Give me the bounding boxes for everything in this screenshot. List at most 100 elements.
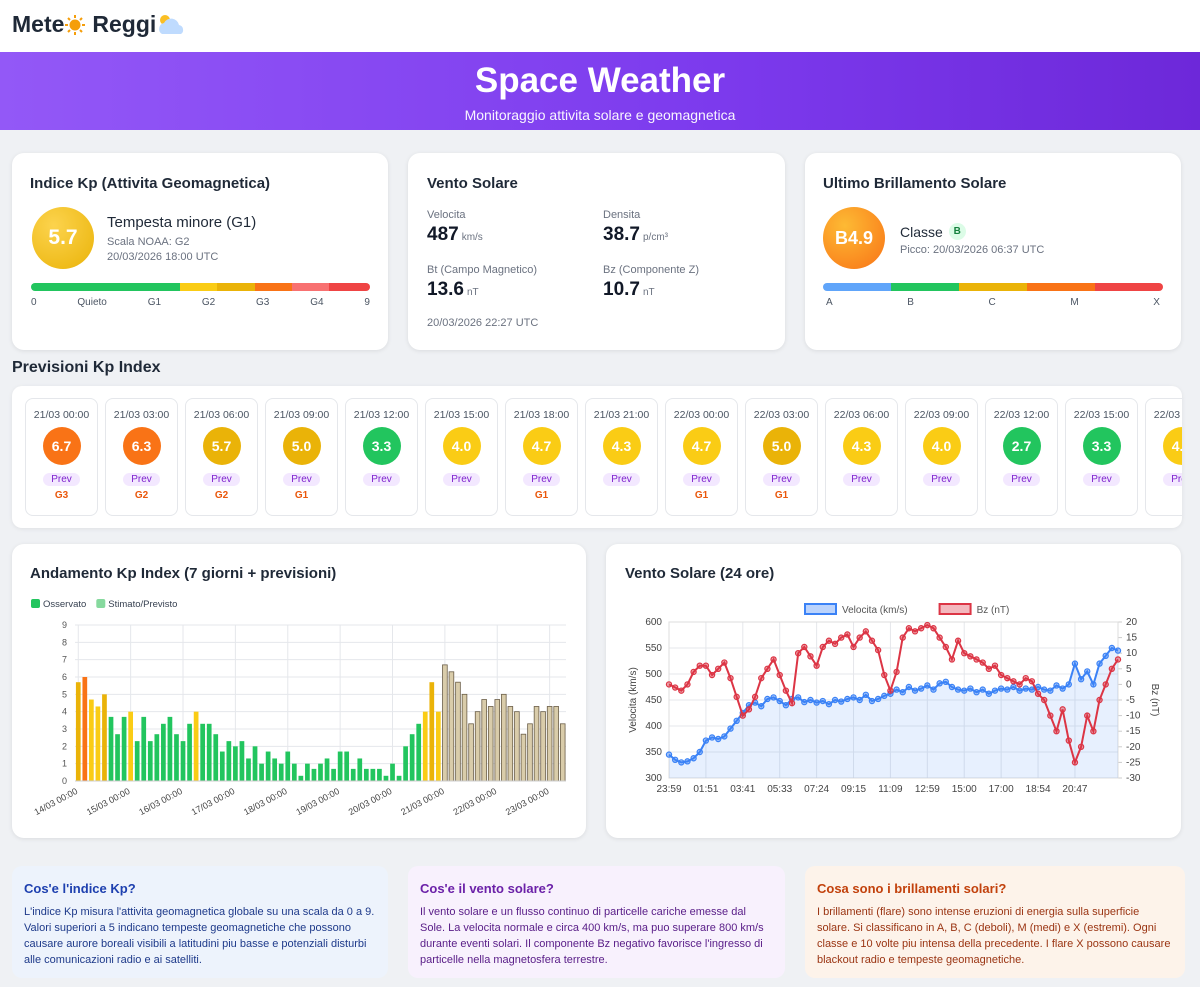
point bbox=[1084, 712, 1091, 719]
scale-label: A bbox=[826, 297, 833, 308]
legend-swatch bbox=[938, 603, 972, 615]
x-tick-label: 20:47 bbox=[1062, 784, 1087, 795]
point bbox=[1102, 652, 1109, 660]
scale-label: 0 bbox=[31, 297, 37, 308]
forecast-tag: Prev bbox=[923, 473, 960, 486]
x-tick-label: 07:24 bbox=[804, 784, 829, 795]
point bbox=[702, 737, 710, 744]
point bbox=[715, 665, 722, 673]
value: 13.6 bbox=[427, 279, 464, 300]
point bbox=[1102, 681, 1109, 688]
forecast-tag: Prev bbox=[603, 473, 640, 486]
point bbox=[671, 756, 679, 763]
point bbox=[1108, 644, 1116, 652]
forecast-time: 22/03 18:00 bbox=[1153, 409, 1182, 421]
forecast-storm: G2 bbox=[214, 490, 229, 501]
forecast-tag: Prev bbox=[203, 473, 240, 486]
forecast-kp: 5.0 bbox=[282, 427, 321, 465]
chart-card: Vento Solare (24 ore) Velocita (km/s) Bz (… bbox=[606, 544, 1181, 838]
y-tick-label: 8 bbox=[62, 637, 67, 647]
point bbox=[1016, 681, 1023, 688]
point bbox=[801, 698, 808, 706]
bar bbox=[167, 716, 173, 781]
point bbox=[973, 688, 980, 696]
flare-card: Ultimo Brillamento Solare B4.9 Classe B … bbox=[805, 153, 1181, 350]
point bbox=[721, 733, 728, 740]
forecast-item: 21/03 18:00 4.7 Prev G1 bbox=[505, 398, 578, 516]
bar bbox=[213, 734, 219, 781]
kp-time: 20/03/2026 18:00 UTC bbox=[107, 251, 219, 263]
forecast-item: 22/03 12:00 2.7 Prev bbox=[985, 398, 1058, 516]
y2-tick-label: 0 bbox=[1126, 679, 1132, 690]
bar bbox=[559, 723, 566, 782]
kp-scale-bar bbox=[31, 283, 370, 291]
point bbox=[1096, 660, 1103, 667]
x-tick-label: 01:51 bbox=[693, 784, 718, 795]
forecast-kp: 5.0 bbox=[762, 427, 801, 465]
point bbox=[758, 674, 765, 682]
point bbox=[1022, 685, 1029, 692]
forecast-item: 21/03 15:00 4.0 Prev bbox=[425, 398, 498, 516]
line bbox=[668, 646, 1119, 764]
bar bbox=[461, 693, 468, 782]
point bbox=[997, 671, 1005, 679]
legend-swatch bbox=[804, 603, 837, 615]
bar bbox=[448, 671, 455, 782]
class-badge: B bbox=[948, 223, 966, 240]
point bbox=[696, 748, 703, 756]
scale-label: G2 bbox=[201, 297, 216, 308]
bar bbox=[487, 706, 494, 782]
point bbox=[1053, 727, 1060, 735]
point bbox=[850, 694, 857, 701]
flare-scale-bar bbox=[823, 283, 1163, 291]
info-box: Cos'e il vento solare? Il vento solare e … bbox=[408, 866, 785, 978]
bar bbox=[121, 716, 127, 781]
point bbox=[721, 659, 728, 666]
point bbox=[794, 649, 802, 657]
point bbox=[770, 656, 777, 663]
x-tick-label: 14/03 00:00 bbox=[33, 786, 80, 817]
point bbox=[881, 692, 888, 700]
forecast-kp: 6.3 bbox=[122, 427, 161, 465]
forecast-item: 22/03 09:00 4.0 Prev bbox=[905, 398, 978, 516]
point bbox=[1047, 687, 1054, 694]
field-label: Densita bbox=[603, 209, 641, 221]
forecast-storm: G1 bbox=[694, 490, 709, 501]
field-value: 487 km/s bbox=[427, 224, 483, 246]
unit: p/cm³ bbox=[642, 232, 668, 243]
logo[interactable]: Mete Reggi bbox=[12, 11, 188, 38]
x-tick-label: 22/03 00:00 bbox=[452, 786, 499, 817]
point bbox=[825, 700, 833, 708]
chart-title: Andamento Kp Index (7 giorni + prevision… bbox=[30, 565, 336, 582]
point bbox=[1084, 668, 1091, 675]
value: 38.7 bbox=[603, 224, 640, 245]
point bbox=[954, 637, 962, 644]
point bbox=[856, 696, 863, 704]
value: 10.7 bbox=[603, 279, 640, 300]
bar bbox=[89, 699, 94, 781]
point bbox=[1071, 759, 1079, 766]
section-title: Previsioni Kp Index bbox=[12, 359, 161, 376]
point bbox=[838, 698, 845, 705]
bar bbox=[305, 763, 310, 781]
y-tick-label: 400 bbox=[645, 721, 662, 732]
point bbox=[985, 690, 993, 697]
point bbox=[1053, 682, 1060, 689]
bar bbox=[422, 711, 428, 781]
bar bbox=[501, 693, 507, 782]
point bbox=[1010, 683, 1017, 691]
point bbox=[733, 693, 740, 701]
sun-icon bbox=[65, 14, 86, 35]
point bbox=[715, 735, 722, 743]
forecast-storm: G1 bbox=[294, 490, 309, 501]
point bbox=[924, 621, 931, 629]
bar bbox=[259, 763, 264, 781]
point bbox=[671, 684, 679, 691]
x-tick-label: 15/03 00:00 bbox=[85, 786, 132, 817]
bar bbox=[324, 758, 330, 781]
point bbox=[948, 683, 956, 691]
point bbox=[819, 697, 826, 705]
bar bbox=[474, 711, 481, 782]
forecast-time: 22/03 06:00 bbox=[833, 409, 890, 421]
